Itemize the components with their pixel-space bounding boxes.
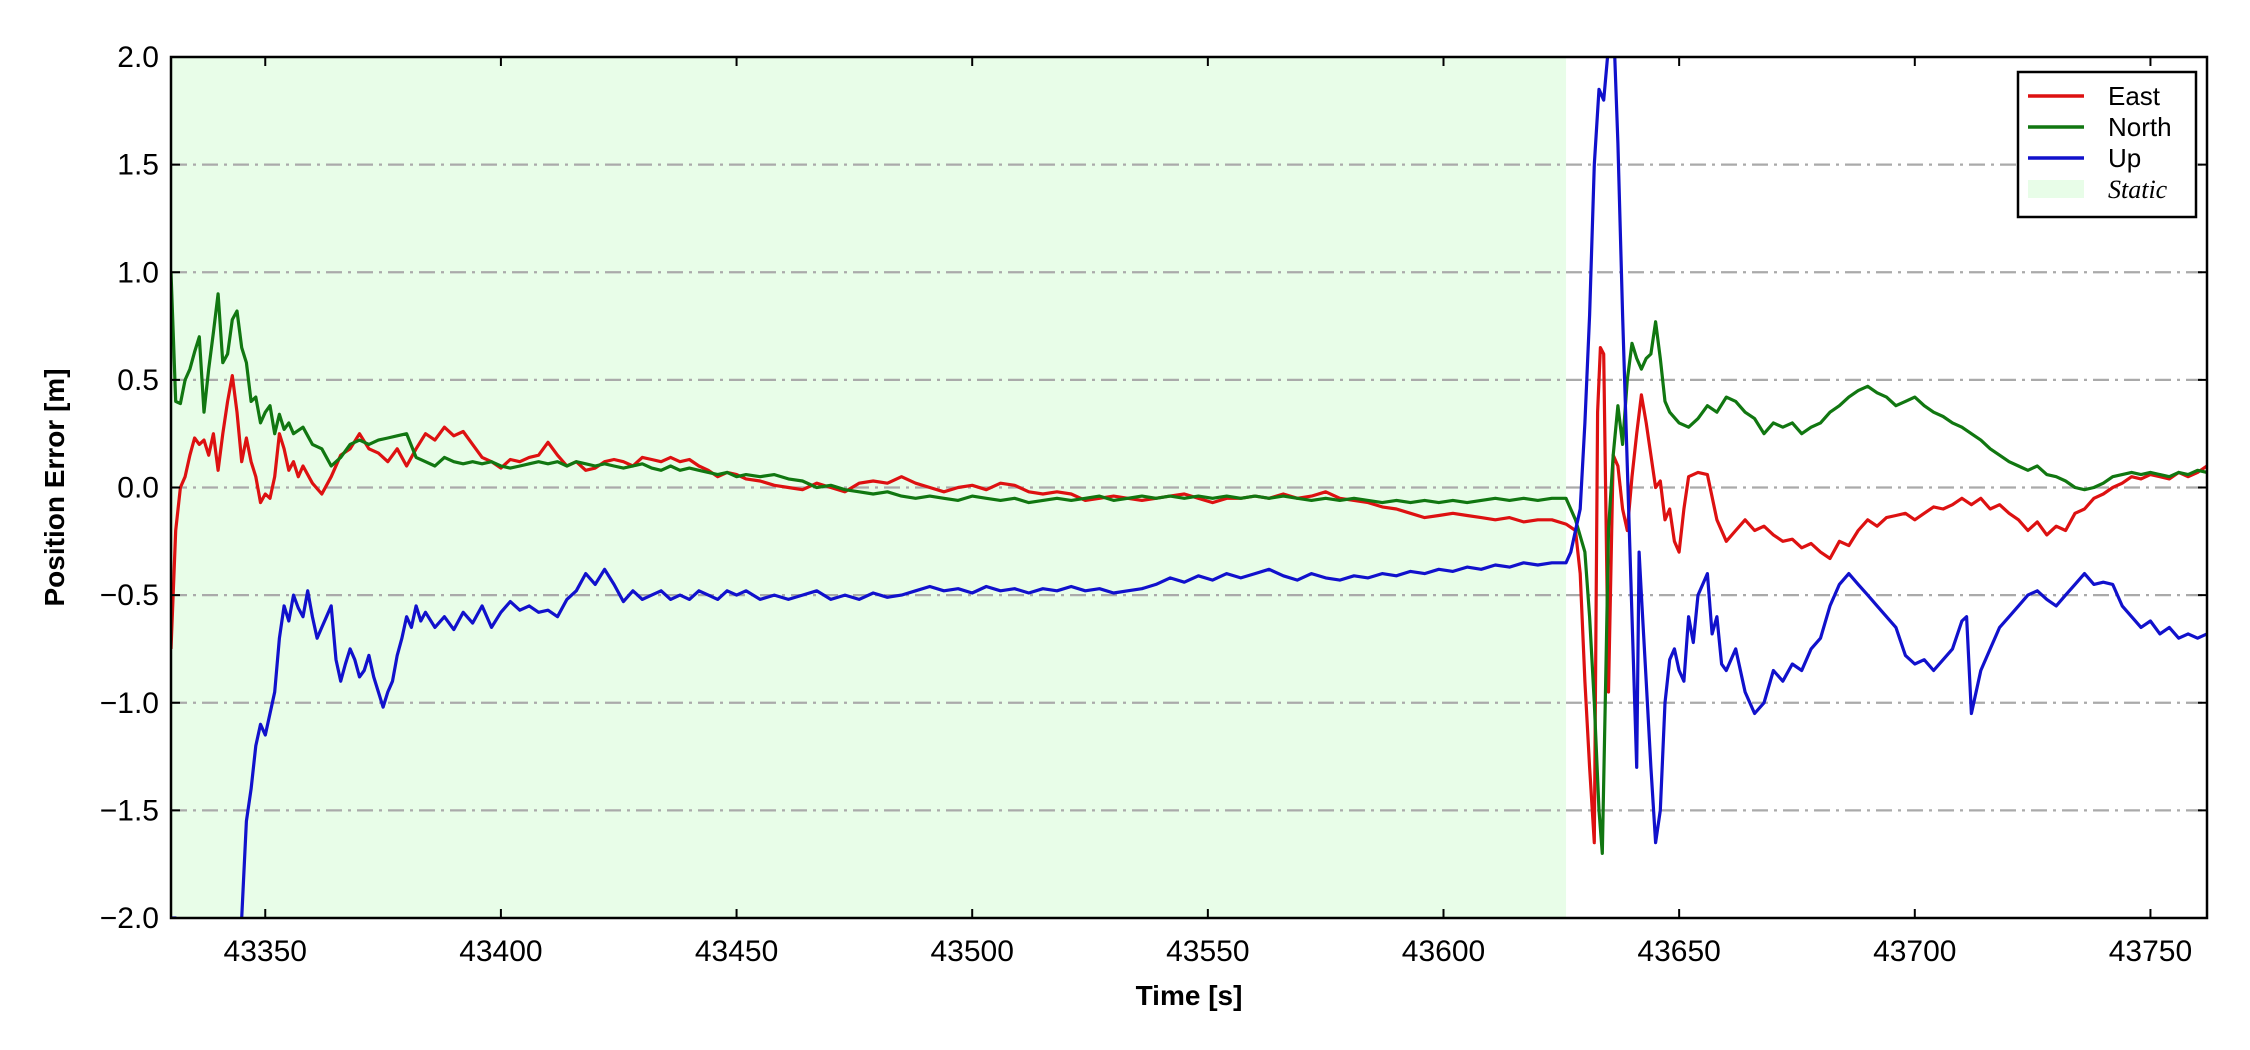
legend-swatch-static <box>2028 180 2084 198</box>
y-tick-label: 0.5 <box>117 364 159 397</box>
x-tick-label: 43600 <box>1402 935 1485 968</box>
y-tick-label: 1.0 <box>117 256 159 289</box>
y-axis-title: Position Error [m] <box>39 368 70 606</box>
y-tick-label: 1.5 <box>117 149 159 182</box>
legend-label-up: Up <box>2108 143 2141 173</box>
y-tick-label: −1.0 <box>100 687 159 720</box>
x-tick-label: 43400 <box>459 935 542 968</box>
series-line-north <box>171 272 2207 855</box>
x-tick-label: 43750 <box>2109 935 2192 968</box>
x-tick-label: 43500 <box>930 935 1013 968</box>
series-layer <box>171 57 2207 918</box>
legend-label-static: Static <box>2108 175 2168 204</box>
x-tick-label: 43550 <box>1166 935 1249 968</box>
y-tick-label: −1.5 <box>100 794 159 827</box>
y-tick-label: 2.0 <box>117 41 159 74</box>
legend-label-east: East <box>2108 81 2161 111</box>
x-tick-label: 43350 <box>224 935 307 968</box>
legend-label-north: North <box>2108 112 2172 142</box>
y-tick-label: −2.0 <box>100 902 159 935</box>
x-axis-title: Time [s] <box>1136 980 1243 1011</box>
ticks-layer: −2.0 −1.5 −1.0 −0.5 0.0 0.5 1.0 1.5 2.0 43350 4340… <box>100 41 2207 968</box>
series-line-up <box>171 57 2207 918</box>
series-line-east <box>171 346 2207 845</box>
x-tick-label: 43450 <box>695 935 778 968</box>
x-tick-label: 43650 <box>1637 935 1720 968</box>
x-tick-label: 43700 <box>1873 935 1956 968</box>
y-tick-label: 0.0 <box>117 472 159 505</box>
y-tick-label: −0.5 <box>100 579 159 612</box>
